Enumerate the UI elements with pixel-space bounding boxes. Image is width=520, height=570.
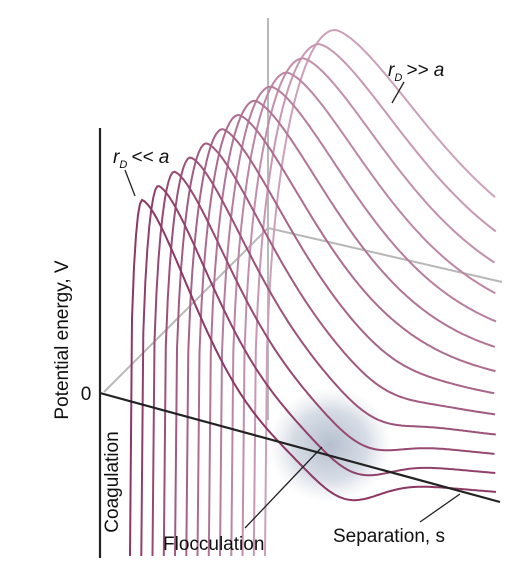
potential-curve [252,43,497,557]
potential-curve [151,170,495,557]
leader [391,81,405,104]
flocculation-region [268,387,392,503]
potential-curve [264,28,496,557]
curves [129,28,497,557]
leader [124,169,136,197]
symbol: r [113,147,120,168]
potential-curve [241,57,496,557]
potential-curve [207,99,496,557]
subscript: D [394,72,402,84]
flocculation-label: Flocculation [163,534,264,555]
y-axis-label: Potential energy, V [52,260,73,419]
relation: >> a [406,60,444,81]
potential-curve [185,128,495,557]
potential-curve [196,114,496,557]
relation: << a [131,147,169,168]
potential-curve [162,156,496,557]
x-axis-label: Separation, s [333,526,445,547]
subscript: D [119,159,127,171]
front-curve-label: rD << a [113,147,169,171]
top-curve-label: rD >> a [388,60,444,84]
potential-curve [174,142,496,557]
x-axis [99,391,501,504]
potential-curve [129,198,497,557]
symbol: r [388,60,395,81]
leader [244,446,323,529]
origin-label: 0 [81,384,92,405]
potential-curve [230,71,496,557]
leader [419,493,461,523]
potential-curve [140,185,496,557]
potential-curve [219,85,497,557]
coagulation-label: Coagulation [102,431,123,532]
